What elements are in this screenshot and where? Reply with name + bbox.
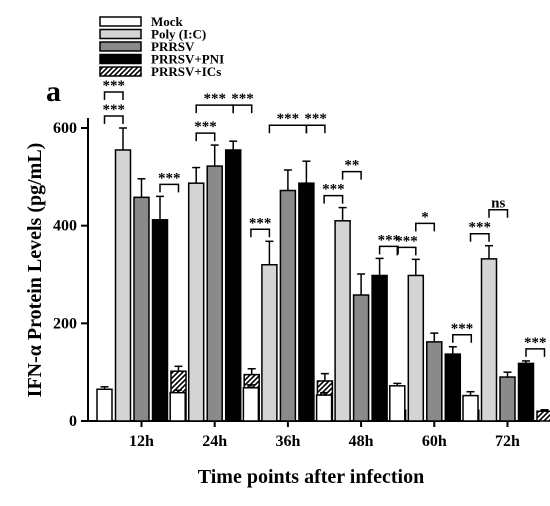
legend-swatch-mock	[99, 16, 142, 27]
legend-label-poly-i-c: Poly (I:C)	[151, 27, 206, 42]
legend-swatch-poly-i-c	[99, 28, 142, 40]
significance-bracket	[159, 183, 180, 193]
significance-label: ***	[277, 111, 300, 127]
significance-bracket	[195, 132, 216, 142]
legend-swatch-prrsv-pni	[99, 53, 142, 65]
bar-prrsv-48h	[352, 294, 370, 422]
x-tick-label: 60h	[422, 433, 447, 450]
significance-label: ***	[103, 78, 126, 94]
significance-bracket	[250, 228, 271, 238]
significance-label: ***	[304, 111, 327, 127]
x-ticks: 12h 24h 36h 48h 60h 72h	[129, 421, 520, 450]
bar-mock-48h	[315, 394, 333, 422]
significance-bracket	[323, 194, 344, 204]
legend-swatch-prrsv	[99, 41, 142, 52]
significance-label: ***	[451, 321, 474, 337]
significance-bracket	[305, 124, 326, 134]
bar-prrsv-pni-36h	[298, 182, 315, 422]
panel-label: a	[46, 75, 61, 108]
bar-poly-i-c-72h	[480, 258, 498, 422]
y-tick-label: 200	[53, 315, 77, 332]
significance-bracket	[415, 222, 436, 232]
significance-label: ***	[194, 119, 217, 135]
x-tick-label: 48h	[349, 433, 374, 450]
bar-mock-72h	[462, 394, 479, 422]
y-axis-title: IFN-α Protein Levels (pg/mL)	[24, 143, 46, 398]
bar-prrsv-24h	[206, 165, 223, 422]
x-tick-label: 12h	[129, 433, 154, 450]
significance-bracket	[378, 245, 399, 255]
y-tick-label: 0	[69, 413, 77, 430]
bar-prrsv-12h	[133, 196, 150, 422]
bar-poly-i-c-60h	[407, 274, 425, 422]
bar-prrsv-pni-12h	[151, 219, 169, 422]
bars	[96, 127, 550, 422]
bar-mock-24h	[169, 391, 186, 422]
significance-label: ns	[491, 196, 505, 212]
significance-label: *	[421, 209, 429, 225]
significance-label: ***	[249, 215, 272, 231]
bar-prrsv-72h	[499, 376, 516, 422]
bar-prrsv-pni-60h	[444, 353, 462, 422]
significance-bracket	[488, 208, 509, 218]
x-tick-label: 24h	[202, 433, 227, 450]
bar-mock-36h	[242, 387, 260, 422]
significance-label: ***	[158, 170, 181, 186]
significance-bracket	[396, 246, 417, 256]
significance-bracket	[452, 334, 473, 343]
significance-label: ***	[524, 335, 547, 351]
significance-brackets: *************** ********* ****************…	[103, 78, 547, 357]
legend-label-prrsv: PRRSV	[151, 39, 195, 54]
bar-prrsv-ics-72h	[536, 410, 550, 422]
x-tick-label: 36h	[275, 433, 300, 450]
bar-prrsv-pni-48h	[371, 274, 388, 422]
bar-prrsv-pni-24h	[224, 149, 242, 422]
significance-bracket	[525, 348, 546, 357]
significance-label: ***	[203, 91, 226, 107]
legend-swatch-prrsv-ics	[99, 66, 142, 77]
y-ticks: 0 200 400 600	[53, 120, 88, 430]
bar-prrsv-pni-72h	[517, 362, 535, 422]
bar-poly-i-c-24h	[187, 182, 205, 422]
bar-mock-60h	[389, 385, 406, 422]
x-tick-label: 72h	[495, 433, 520, 450]
significance-bracket	[103, 115, 124, 124]
bar-prrsv-36h	[279, 189, 297, 422]
significance-bracket	[103, 91, 124, 100]
bar-prrsv-60h	[426, 341, 443, 422]
y-tick-label: 400	[53, 218, 77, 235]
significance-label: ***	[395, 233, 418, 249]
legend-label-prrsv-ics: PRRSV+ICs	[151, 64, 221, 79]
significance-bracket	[341, 170, 362, 180]
bar-poly-i-c-48h	[334, 220, 351, 422]
bar-mock-12h	[96, 388, 113, 422]
significance-bracket	[232, 104, 253, 114]
significance-label: ***	[322, 182, 345, 198]
significance-label: ***	[231, 91, 254, 107]
legend-label-prrsv-pni: PRRSV+PNI	[151, 52, 224, 67]
bar-poly-i-c-12h	[114, 149, 132, 422]
bar-poly-i-c-36h	[261, 263, 278, 422]
legend-label-mock: Mock	[151, 14, 184, 29]
significance-label: **	[344, 158, 359, 174]
y-tick-label: 600	[53, 120, 77, 137]
x-axis-title: Time points after infection	[198, 466, 424, 488]
significance-label: ***	[469, 220, 492, 236]
significance-label: ***	[103, 102, 126, 118]
significance-label: ***	[378, 232, 401, 248]
significance-bracket	[469, 232, 490, 242]
